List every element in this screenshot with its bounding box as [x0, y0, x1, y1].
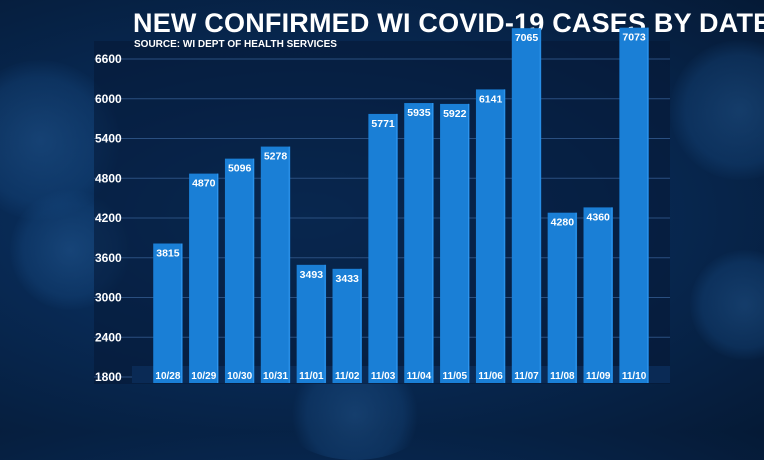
- bar: [619, 27, 649, 383]
- bar: [224, 158, 255, 383]
- x-tick-label: 11/01: [299, 371, 324, 382]
- bar: [440, 103, 470, 383]
- x-tick-label: 11/02: [335, 371, 360, 382]
- bar: [296, 264, 327, 383]
- data-label: 4870: [192, 178, 216, 190]
- bar: [368, 113, 398, 383]
- y-tick-label: 2400: [95, 330, 122, 344]
- y-tick-label: 4200: [95, 211, 122, 225]
- bar: [332, 268, 362, 383]
- data-label: 3433: [336, 273, 360, 285]
- bar-chart: 1800 2400 3000 3600 4200 4800 5400 6000 6600 3815…: [94, 27, 670, 384]
- bar: [583, 207, 613, 383]
- x-tick-label: 11/03: [371, 371, 396, 382]
- chart-subtitle: SOURCE: WI DEPT OF HEALTH SERVICES: [134, 39, 337, 50]
- y-tick-label: 3600: [95, 251, 122, 265]
- bar: [153, 243, 183, 383]
- y-tick-label: 6600: [95, 52, 122, 66]
- x-tick-label: 10/29: [191, 371, 216, 382]
- data-label: 4280: [551, 217, 575, 229]
- data-label: 4360: [587, 211, 611, 223]
- chart-title: NEW CONFIRMED WI COVID-19 CASES BY DATE: [133, 8, 764, 38]
- data-label: 6141: [479, 93, 503, 105]
- x-tick-label: 11/09: [586, 371, 611, 382]
- data-label: 7073: [622, 32, 646, 44]
- data-label: 5278: [264, 151, 288, 163]
- bar: [511, 28, 542, 383]
- y-tick-label: 1800: [95, 370, 122, 384]
- data-label: 5935: [407, 107, 431, 119]
- x-tick-label: 11/05: [443, 371, 468, 382]
- y-tick-label: 3000: [95, 291, 122, 305]
- x-tick-label: 11/04: [407, 371, 432, 382]
- data-label: 3493: [300, 269, 324, 281]
- x-tick-label: 11/07: [514, 371, 539, 382]
- data-label: 5096: [228, 163, 252, 175]
- bar: [404, 103, 434, 384]
- x-tick-label: 11/06: [478, 371, 503, 382]
- bar: [547, 212, 578, 383]
- data-label: 5922: [443, 108, 467, 120]
- y-tick-label: 5400: [95, 132, 122, 146]
- bar: [475, 89, 506, 383]
- data-label: 7065: [515, 32, 539, 44]
- y-tick-label: 6000: [95, 92, 122, 106]
- data-label: 3815: [156, 248, 180, 260]
- x-tick-label: 11/10: [622, 371, 647, 382]
- bar: [260, 146, 291, 383]
- x-tick-label: 10/28: [155, 371, 180, 382]
- x-tick-label: 10/30: [227, 371, 252, 382]
- x-tick-label: 11/08: [550, 371, 575, 382]
- x-tick-label: 10/31: [263, 371, 288, 382]
- bar: [189, 173, 219, 383]
- y-tick-label: 4800: [95, 171, 122, 185]
- data-label: 5771: [371, 118, 395, 130]
